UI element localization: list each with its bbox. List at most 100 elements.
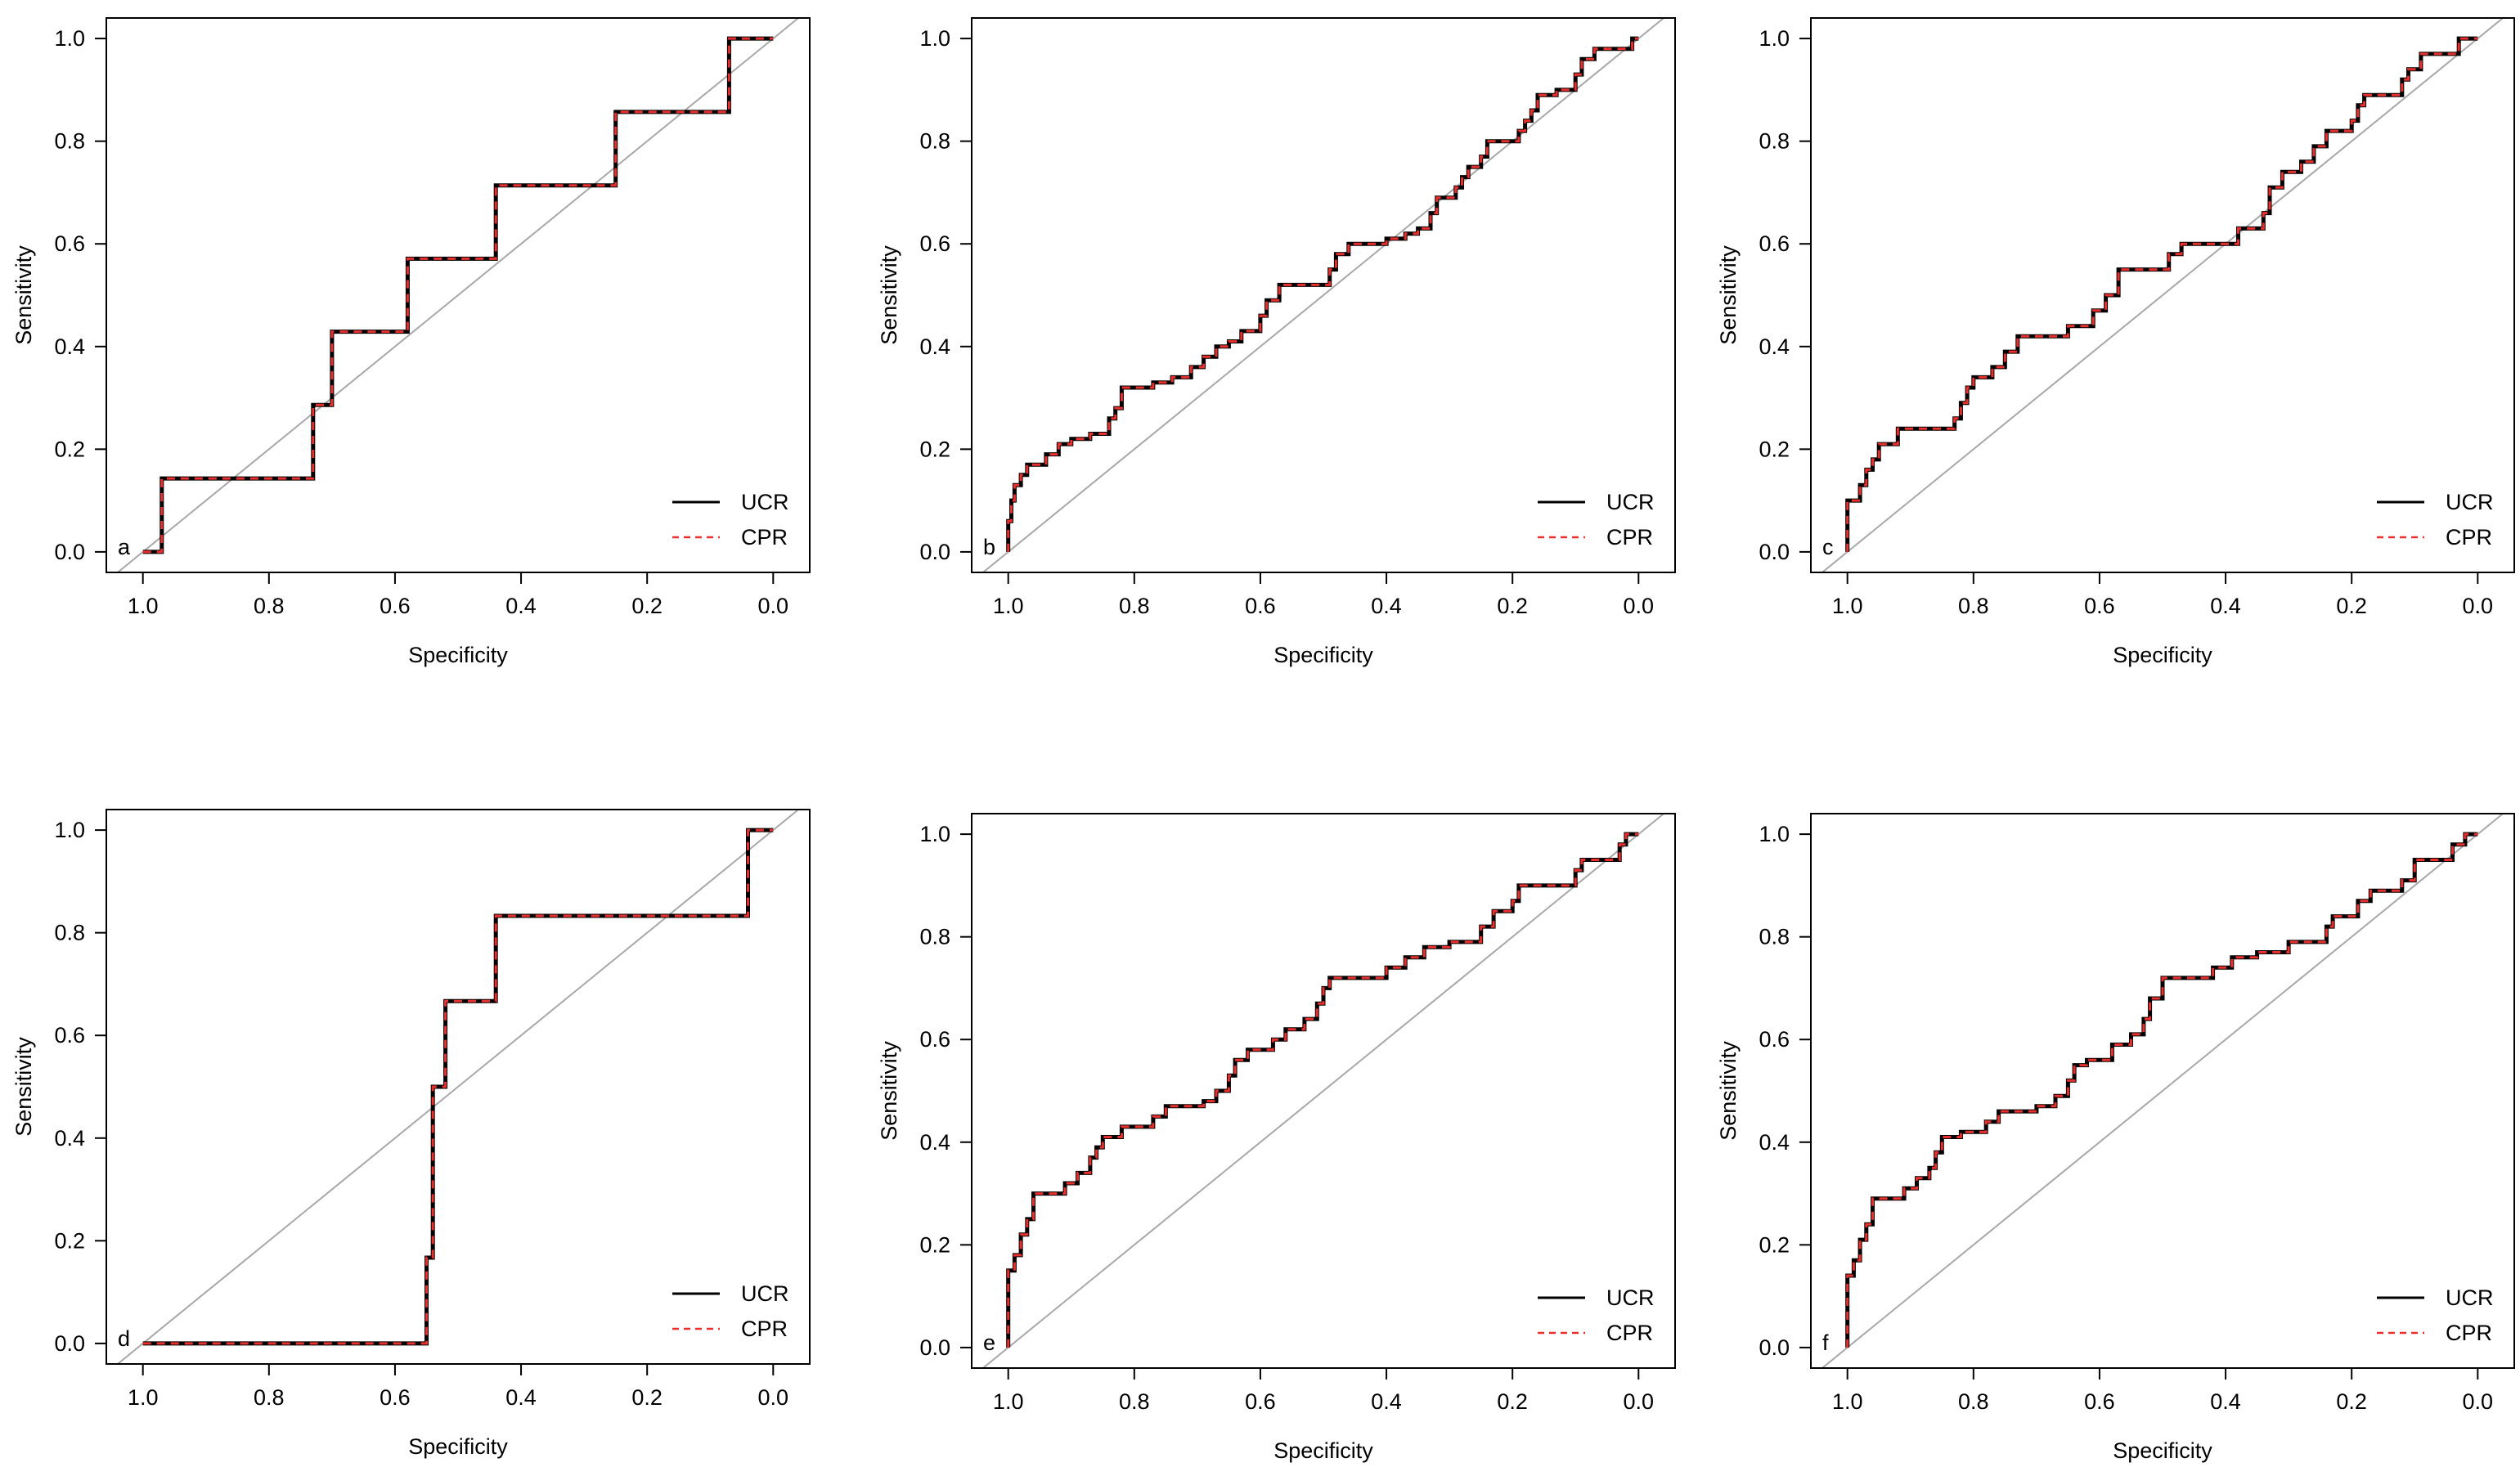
y-tick-label: 1.0 xyxy=(1759,822,1790,846)
x-tick-label: 1.0 xyxy=(1832,594,1863,618)
x-tick-label: 0.6 xyxy=(380,1385,411,1410)
x-tick-label: 0.2 xyxy=(2336,1389,2367,1414)
x-axis-label: Specificity xyxy=(1273,643,1373,667)
x-tick-label: 0.0 xyxy=(758,594,789,618)
roc-panel-c: 1.0 0.8 0.6 0.4 0.2 0.0 0.0 0.2 0.4 0.6 0.8 1.0 Spec… xyxy=(1716,17,2515,667)
y-tick-label: 0.4 xyxy=(54,1126,85,1151)
legend-label-ucr: UCR xyxy=(1606,490,1655,514)
roc-panel-e: 1.0 0.8 0.6 0.4 0.2 0.0 0.0 0.2 0.4 0.6 0.8 1.0 Spec… xyxy=(877,813,1676,1463)
series-line-cpr xyxy=(1007,37,1639,552)
y-axis-label: Sensitivity xyxy=(1716,1041,1741,1141)
x-tick-label: 0.6 xyxy=(1245,1389,1276,1414)
legend: UCR CPR xyxy=(2377,1285,2494,1345)
series-line-cpr xyxy=(142,828,774,1345)
x-axis-label: Specificity xyxy=(408,1434,508,1459)
series-line-cpr xyxy=(1846,37,2478,552)
x-tick-label: 0.0 xyxy=(1624,1389,1655,1414)
x-tick-label: 0.0 xyxy=(1624,594,1655,618)
legend-label-cpr: CPR xyxy=(1606,1321,1653,1345)
x-tick-label: 1.0 xyxy=(993,594,1024,618)
x-tick-label: 0.6 xyxy=(2084,594,2115,618)
y-tick-label: 0.2 xyxy=(1759,437,1790,461)
x-tick-label: 0.0 xyxy=(758,1385,789,1410)
y-axis-label: Sensitivity xyxy=(11,245,36,345)
y-tick-label: 0.2 xyxy=(919,1232,950,1257)
y-tick-label: 0.8 xyxy=(919,129,950,154)
plot-frame xyxy=(971,813,1676,1369)
legend-label-cpr: CPR xyxy=(741,1317,788,1341)
panel-label: a xyxy=(118,535,131,559)
x-tick-label: 0.8 xyxy=(254,594,285,618)
y-axis-label: Sensitivity xyxy=(877,1041,901,1141)
x-tick-label: 0.0 xyxy=(2463,594,2494,618)
roc-panel-d: 1.0 0.8 0.6 0.4 0.2 0.0 0.0 0.2 0.4 0.6 0.8 1.0 Spec… xyxy=(11,809,811,1459)
x-tick-label: 0.8 xyxy=(1119,594,1150,618)
x-tick-label: 0.4 xyxy=(505,1385,537,1410)
legend-label-ucr: UCR xyxy=(741,1281,789,1306)
legend: UCR CPR xyxy=(1538,1285,1655,1345)
legend: UCR CPR xyxy=(672,1281,789,1341)
x-tick-label: 0.4 xyxy=(505,594,537,618)
reference-diagonal-line xyxy=(1821,18,2504,572)
series-line-cpr xyxy=(1846,832,2478,1348)
legend: UCR CPR xyxy=(1538,490,1655,550)
panel-label: b xyxy=(983,535,995,559)
y-tick-label: 0.2 xyxy=(54,1228,85,1253)
y-tick-label: 1.0 xyxy=(1759,26,1790,51)
reference-diagonal-line xyxy=(116,18,800,572)
y-tick-label: 0.4 xyxy=(919,1130,950,1155)
legend-label-cpr: CPR xyxy=(741,525,788,550)
plot-frame xyxy=(971,17,1676,573)
series-line-cpr xyxy=(142,37,774,554)
y-tick-label: 0.2 xyxy=(919,437,950,461)
y-tick-label: 1.0 xyxy=(54,818,85,842)
x-axis-label: Specificity xyxy=(1273,1438,1373,1463)
y-tick-label: 0.0 xyxy=(54,540,85,564)
y-tick-label: 1.0 xyxy=(919,26,950,51)
y-tick-label: 1.0 xyxy=(54,26,85,51)
x-tick-label: 1.0 xyxy=(993,1389,1024,1414)
legend: UCR CPR xyxy=(2377,490,2494,550)
y-tick-label: 0.0 xyxy=(919,1335,950,1360)
y-tick-label: 0.6 xyxy=(1759,1027,1790,1052)
x-tick-label: 0.2 xyxy=(631,1385,663,1410)
y-tick-label: 0.8 xyxy=(1759,129,1790,154)
x-tick-label: 0.4 xyxy=(1371,594,1402,618)
x-tick-label: 0.6 xyxy=(2084,1389,2115,1414)
reference-diagonal-line xyxy=(116,810,800,1364)
x-tick-label: 0.2 xyxy=(631,594,663,618)
y-tick-label: 0.2 xyxy=(54,437,85,461)
y-tick-label: 0.6 xyxy=(54,231,85,256)
roc-panel-b: 1.0 0.8 0.6 0.4 0.2 0.0 0.0 0.2 0.4 0.6 0.8 1.0 Spec… xyxy=(877,17,1676,667)
x-tick-label: 0.4 xyxy=(1371,1389,1402,1414)
y-axis-label: Sensitivity xyxy=(11,1037,36,1137)
x-axis-label: Specificity xyxy=(2113,1438,2212,1463)
roc-panel-f: 1.0 0.8 0.6 0.4 0.2 0.0 0.0 0.2 0.4 0.6 0.8 1.0 Spec… xyxy=(1716,813,2515,1463)
plot-frame xyxy=(1810,813,2515,1369)
y-axis-label: Sensitivity xyxy=(877,245,901,345)
legend-label-ucr: UCR xyxy=(741,490,789,514)
legend-label-ucr: UCR xyxy=(2446,1285,2494,1310)
y-tick-label: 0.6 xyxy=(54,1023,85,1048)
y-tick-label: 0.4 xyxy=(919,334,950,359)
x-axis-label: Specificity xyxy=(408,643,508,667)
y-tick-label: 0.2 xyxy=(1759,1232,1790,1257)
y-tick-label: 0.0 xyxy=(1759,1335,1790,1360)
legend-label-ucr: UCR xyxy=(2446,490,2494,514)
panel-label: f xyxy=(1822,1330,1829,1355)
legend-label-cpr: CPR xyxy=(2446,1321,2492,1345)
x-tick-label: 0.8 xyxy=(1958,594,1989,618)
panel-label: e xyxy=(983,1330,995,1355)
x-tick-label: 1.0 xyxy=(128,594,159,618)
legend: UCR CPR xyxy=(672,490,789,550)
y-tick-label: 0.8 xyxy=(1759,925,1790,949)
legend-label-ucr: UCR xyxy=(1606,1285,1655,1310)
x-tick-label: 0.8 xyxy=(254,1385,285,1410)
y-tick-label: 0.4 xyxy=(1759,1130,1790,1155)
plot-frame xyxy=(106,17,811,573)
x-tick-label: 0.6 xyxy=(1245,594,1276,618)
y-tick-label: 0.8 xyxy=(919,925,950,949)
legend-label-cpr: CPR xyxy=(1606,525,1653,550)
x-tick-label: 0.4 xyxy=(2210,594,2241,618)
